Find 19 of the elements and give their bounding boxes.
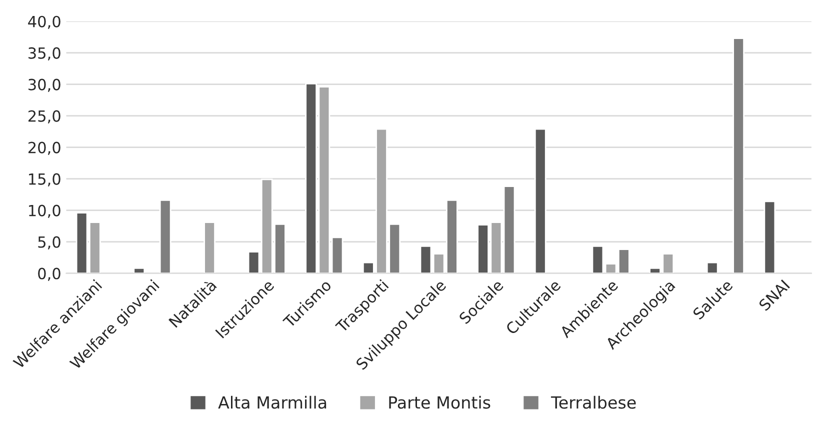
y-tick-label: 30,0 bbox=[28, 78, 60, 92]
legend-label: Parte Montis bbox=[389, 396, 490, 409]
y-tick-label: 35,0 bbox=[28, 47, 60, 60]
legend-label: Alta Marmilla bbox=[218, 396, 326, 409]
y-tick-label: 5,0 bbox=[38, 236, 60, 250]
bar bbox=[732, 38, 744, 274]
y-tick-label: 0,0 bbox=[38, 268, 60, 281]
y-tick-label: 15,0 bbox=[29, 173, 60, 186]
y-tick-label: 25,0 bbox=[28, 110, 60, 124]
y-tick-label: 10,0 bbox=[29, 204, 60, 218]
bar bbox=[706, 262, 718, 274]
bar bbox=[204, 222, 216, 274]
bar bbox=[159, 200, 172, 274]
bar bbox=[133, 268, 146, 274]
bar bbox=[764, 200, 776, 274]
bar bbox=[534, 128, 546, 274]
y-tick-label: 20,0 bbox=[28, 142, 60, 155]
legend-label: Terralbese bbox=[550, 396, 636, 409]
y-tick-label: 40,0 bbox=[28, 16, 60, 29]
